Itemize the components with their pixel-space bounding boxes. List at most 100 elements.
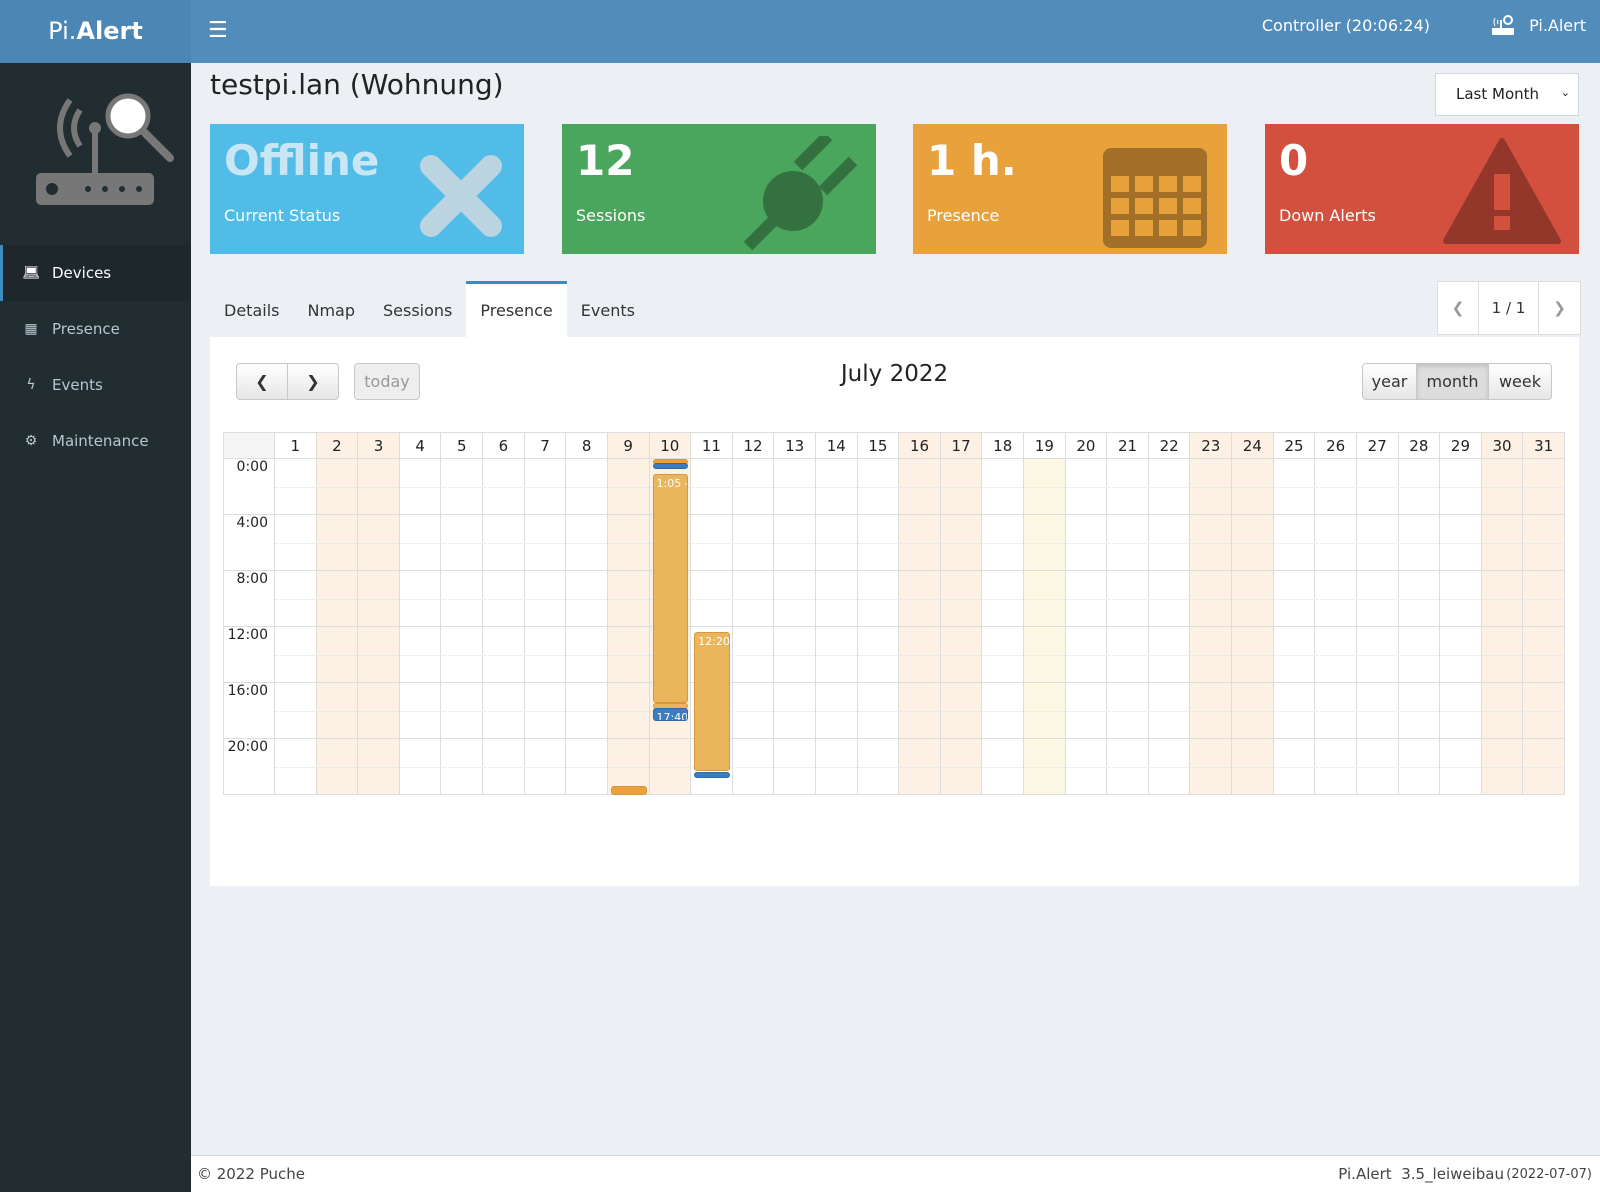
hamburger-icon[interactable]: ☰ bbox=[208, 18, 228, 43]
status-box[interactable]: Offline Current Status bbox=[210, 124, 524, 254]
tab-sessions[interactable]: Sessions bbox=[382, 301, 453, 320]
sidebar-item-events[interactable]: ϟ Events bbox=[0, 357, 191, 413]
presence-box[interactable]: 1 h. Presence bbox=[913, 124, 1227, 254]
chevron-down-icon: ⌄ bbox=[1560, 86, 1570, 99]
day-column[interactable] bbox=[566, 459, 608, 795]
view-week-button[interactable]: week bbox=[1488, 363, 1552, 400]
day-column[interactable] bbox=[1190, 459, 1233, 795]
tab-presence[interactable]: Presence bbox=[466, 281, 567, 337]
day-column[interactable] bbox=[1398, 459, 1441, 795]
day-column[interactable] bbox=[275, 459, 317, 795]
user-menu[interactable]: Pi.Alert bbox=[1491, 14, 1586, 36]
day-column[interactable] bbox=[1024, 459, 1066, 795]
laptop-icon: 💻︎ bbox=[22, 265, 40, 281]
page-title: testpi.lan (Wohnung) bbox=[210, 68, 504, 101]
down-alerts-box[interactable]: 0 Down Alerts bbox=[1265, 124, 1579, 254]
day-header: 15 bbox=[857, 432, 900, 459]
presence-event[interactable] bbox=[694, 771, 730, 778]
day-header: 26 bbox=[1315, 432, 1357, 459]
day-column[interactable] bbox=[607, 459, 650, 795]
today-button[interactable]: today bbox=[354, 363, 420, 400]
day-header: 25 bbox=[1273, 432, 1316, 459]
day-column[interactable] bbox=[1273, 459, 1316, 795]
previous-device-button[interactable]: ❮ bbox=[1438, 282, 1479, 334]
day-column[interactable] bbox=[1523, 459, 1565, 795]
calendar-grid: 1 2 3 4 5 6 7 8 9 10 11 12 13 14 15 16 17 18 19 20 21 22 23 24 2… bbox=[223, 432, 1565, 795]
tab-events[interactable]: Events bbox=[580, 301, 635, 320]
presence-event[interactable]: 1:05 - bbox=[652, 474, 689, 703]
copyright: © 2022 Puche bbox=[197, 1165, 305, 1183]
corner-cell bbox=[223, 432, 275, 459]
day-column[interactable] bbox=[982, 459, 1025, 795]
day-column[interactable] bbox=[483, 459, 525, 795]
day-header: 18 bbox=[982, 432, 1025, 459]
day-header: 30 bbox=[1481, 432, 1524, 459]
view-month-button[interactable]: month bbox=[1416, 363, 1489, 400]
day-column[interactable] bbox=[1440, 459, 1482, 795]
tab-details[interactable]: Details bbox=[224, 301, 280, 320]
day-header: 7 bbox=[524, 432, 567, 459]
day-column[interactable] bbox=[774, 459, 816, 795]
version: Pi.Alert 3.5_leiweibau bbox=[1338, 1165, 1504, 1183]
device-pager: ❮ 1 / 1 ❯ bbox=[1437, 281, 1581, 335]
day-column[interactable] bbox=[1232, 459, 1274, 795]
time-label: 16:00 bbox=[223, 683, 275, 739]
day-column[interactable] bbox=[1315, 459, 1357, 795]
tab-nmap[interactable]: Nmap bbox=[307, 301, 355, 320]
sidebar-item-presence[interactable]: ▦ Presence bbox=[0, 301, 191, 357]
version-date: (2022-07-07) bbox=[1506, 1167, 1592, 1182]
day-column[interactable] bbox=[316, 459, 359, 795]
day-header: 22 bbox=[1148, 432, 1191, 459]
period-select[interactable]: Last Month ⌄ bbox=[1435, 73, 1579, 116]
day-header: 16 bbox=[899, 432, 941, 459]
day-header: 24 bbox=[1232, 432, 1274, 459]
view-year-button[interactable]: year bbox=[1362, 363, 1417, 400]
day-column[interactable] bbox=[1356, 459, 1399, 795]
presence-event[interactable]: 12:20 - bbox=[694, 631, 730, 772]
day-column[interactable] bbox=[899, 459, 941, 795]
day-column[interactable] bbox=[524, 459, 567, 795]
time-label: 4:00 bbox=[223, 515, 275, 571]
day-header: 3 bbox=[358, 432, 400, 459]
day-header: 27 bbox=[1356, 432, 1399, 459]
router-icon bbox=[1492, 15, 1515, 35]
sidebar-item-devices[interactable]: 💻︎ Devices bbox=[0, 245, 191, 301]
next-device-button[interactable]: ❯ bbox=[1553, 299, 1566, 317]
calendar-icon: ▦ bbox=[24, 321, 38, 337]
presence-event[interactable] bbox=[610, 785, 647, 795]
day-header: 11 bbox=[691, 432, 733, 459]
app-logo[interactable]: Pi.Alert bbox=[0, 0, 191, 63]
sessions-box[interactable]: 12 Sessions bbox=[562, 124, 876, 254]
sidebar-item-maintenance[interactable]: ⚙ Maintenance bbox=[0, 413, 191, 469]
day-column[interactable] bbox=[1148, 459, 1191, 795]
day-column[interactable] bbox=[1065, 459, 1108, 795]
day-header: 19 bbox=[1024, 432, 1066, 459]
plug-icon bbox=[743, 136, 858, 251]
prev-month-button[interactable]: ❮ bbox=[236, 363, 288, 400]
pialert-logo-icon bbox=[36, 93, 174, 205]
day-column[interactable] bbox=[857, 459, 900, 795]
day-column[interactable] bbox=[815, 459, 858, 795]
bolt-icon: ϟ bbox=[26, 377, 36, 393]
day-column[interactable] bbox=[732, 459, 775, 795]
next-month-button[interactable]: ❯ bbox=[287, 363, 339, 400]
day-header: 28 bbox=[1398, 432, 1441, 459]
day-column[interactable] bbox=[358, 459, 400, 795]
device-tabs: Details Nmap Sessions Presence Events bbox=[210, 281, 649, 337]
day-column[interactable] bbox=[940, 459, 983, 795]
day-header: 2 bbox=[316, 432, 359, 459]
day-header: 10 bbox=[649, 432, 692, 459]
day-column[interactable] bbox=[1107, 459, 1149, 795]
sidebar: 💻︎ Devices ▦ Presence ϟ Events ⚙ Maintenance bbox=[0, 63, 191, 1192]
presence-event[interactable]: 17:40 bbox=[652, 708, 689, 721]
calendar-title: July 2022 bbox=[840, 361, 949, 387]
day-column[interactable] bbox=[1481, 459, 1524, 795]
day-header: 29 bbox=[1440, 432, 1482, 459]
page-indicator: 1 / 1 bbox=[1479, 282, 1539, 334]
day-column[interactable] bbox=[441, 459, 484, 795]
day-header: 8 bbox=[566, 432, 608, 459]
top-bar: Pi.Alert ☰ Controller (20:06:24) Pi.Aler… bbox=[0, 0, 1600, 63]
presence-event[interactable] bbox=[652, 462, 689, 469]
day-column[interactable] bbox=[399, 459, 442, 795]
